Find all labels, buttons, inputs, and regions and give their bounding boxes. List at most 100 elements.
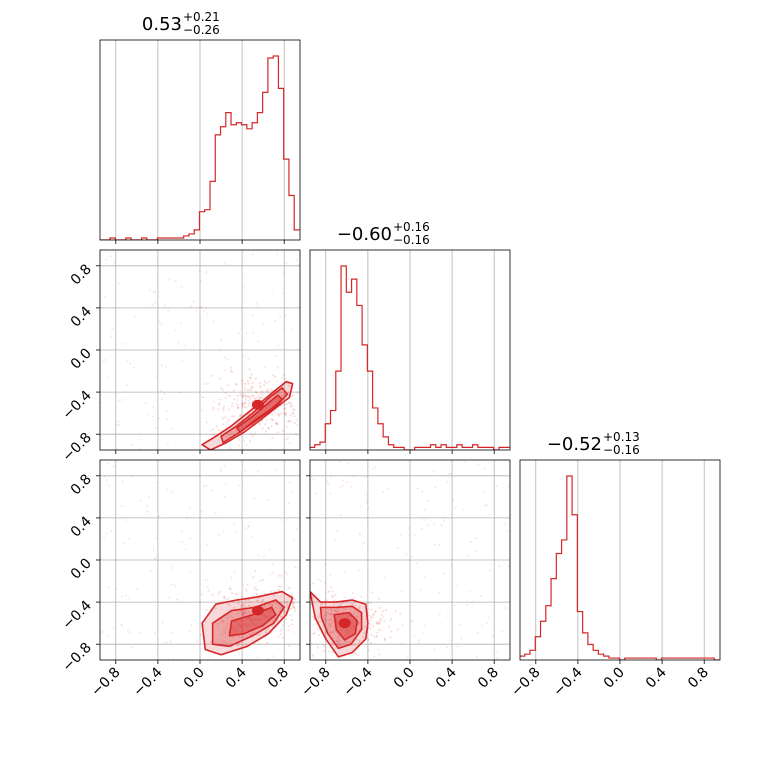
scatter-point [229, 587, 232, 590]
scatter-point [124, 519, 127, 522]
scatter-point [262, 555, 265, 558]
scatter-point [241, 595, 244, 598]
scatter-point [456, 584, 459, 587]
scatter-point [365, 501, 368, 504]
scatter-point [351, 603, 354, 606]
scatter-point [289, 607, 292, 610]
scatter-point [333, 608, 336, 612]
scatter-point [408, 534, 411, 537]
scatter-point [423, 508, 426, 511]
scatter-point [165, 365, 168, 368]
scatter-point [228, 394, 232, 398]
scatter-point [419, 588, 422, 591]
scatter-point [406, 655, 409, 658]
scatter-point [294, 607, 297, 610]
scatter-point [236, 406, 240, 409]
scatter-point [341, 484, 344, 487]
scatter-point [103, 475, 106, 478]
scatter-point [460, 637, 463, 640]
scatter-point [237, 452, 239, 454]
scatter-point [246, 617, 250, 620]
scatter-point [251, 394, 254, 397]
y-tick-label: 0.4 [68, 303, 95, 330]
scatter-point [153, 557, 156, 560]
scatter-point [133, 315, 136, 318]
scatter-point [155, 376, 158, 379]
scatter-point [295, 259, 298, 262]
scatter-point [214, 607, 217, 610]
scatter-point [270, 611, 273, 615]
scatter-point [292, 605, 295, 608]
scatter-point [161, 621, 164, 624]
scatter-point [212, 320, 215, 323]
scatter-point [289, 420, 292, 423]
x-tick-label: 0.4 [433, 664, 460, 691]
scatter-point [436, 658, 439, 660]
scatter-point [284, 617, 287, 620]
scatter-point [101, 630, 104, 633]
scatter-point [375, 622, 379, 625]
scatter-point [330, 622, 333, 625]
scatter-point [167, 309, 170, 312]
scatter-point [329, 574, 332, 577]
scatter-point [235, 645, 238, 648]
histogram-step-line [100, 55, 300, 240]
scatter-point [415, 562, 418, 565]
histogram-step-line [520, 475, 720, 660]
scatter-point [316, 646, 320, 649]
scatter-point [243, 395, 247, 398]
scatter-point [242, 354, 245, 357]
scatter-point [107, 462, 110, 465]
scatter-point [236, 394, 239, 397]
scatter-point [189, 629, 192, 632]
scatter-point [219, 590, 222, 593]
scatter-point [247, 404, 250, 407]
scatter-point [259, 386, 262, 389]
scatter-point [252, 332, 255, 335]
scatter-point [380, 613, 383, 616]
scatter-point [223, 596, 226, 599]
scatter-point [482, 490, 485, 493]
scatter-point [241, 395, 244, 398]
scatter-point [285, 261, 288, 264]
scatter-point [231, 370, 234, 374]
scatter-point [104, 295, 107, 298]
scatter-point [244, 611, 247, 615]
scatter-point [282, 610, 286, 613]
scatter-point [164, 304, 167, 307]
scatter-point [287, 419, 290, 423]
scatter-point [240, 605, 243, 608]
scatter-point [250, 373, 253, 376]
scatter-point [329, 618, 332, 621]
scatter-point [241, 394, 244, 397]
scatter-point [268, 603, 271, 606]
scatter-point [210, 374, 213, 377]
scatter-point [325, 599, 328, 602]
scatter-point [265, 610, 269, 613]
scatter-point [287, 391, 290, 394]
scatter-point [281, 624, 285, 627]
scatter-point [102, 536, 105, 539]
scatter-point [394, 610, 397, 613]
scatter-point [243, 602, 247, 606]
scatter-point [206, 578, 209, 581]
scatter-point [291, 601, 295, 604]
x-tick-label: −0.4 [340, 664, 375, 699]
scatter-point [300, 427, 302, 429]
scatter-point [260, 389, 263, 393]
scatter-point [100, 401, 103, 404]
scatter-point [296, 424, 299, 427]
scatter-point [267, 403, 271, 406]
scatter-point [334, 593, 337, 597]
scatter-point [250, 385, 253, 388]
scatter-point [216, 622, 220, 626]
scatter-point [268, 610, 271, 613]
scatter-point [126, 383, 129, 386]
scatter-point [273, 616, 276, 620]
scatter-point [224, 482, 227, 485]
scatter-point [241, 406, 244, 409]
scatter-point [492, 635, 495, 638]
scatter-point [121, 595, 124, 598]
scatter-point [256, 304, 259, 307]
scatter-point [211, 593, 214, 597]
